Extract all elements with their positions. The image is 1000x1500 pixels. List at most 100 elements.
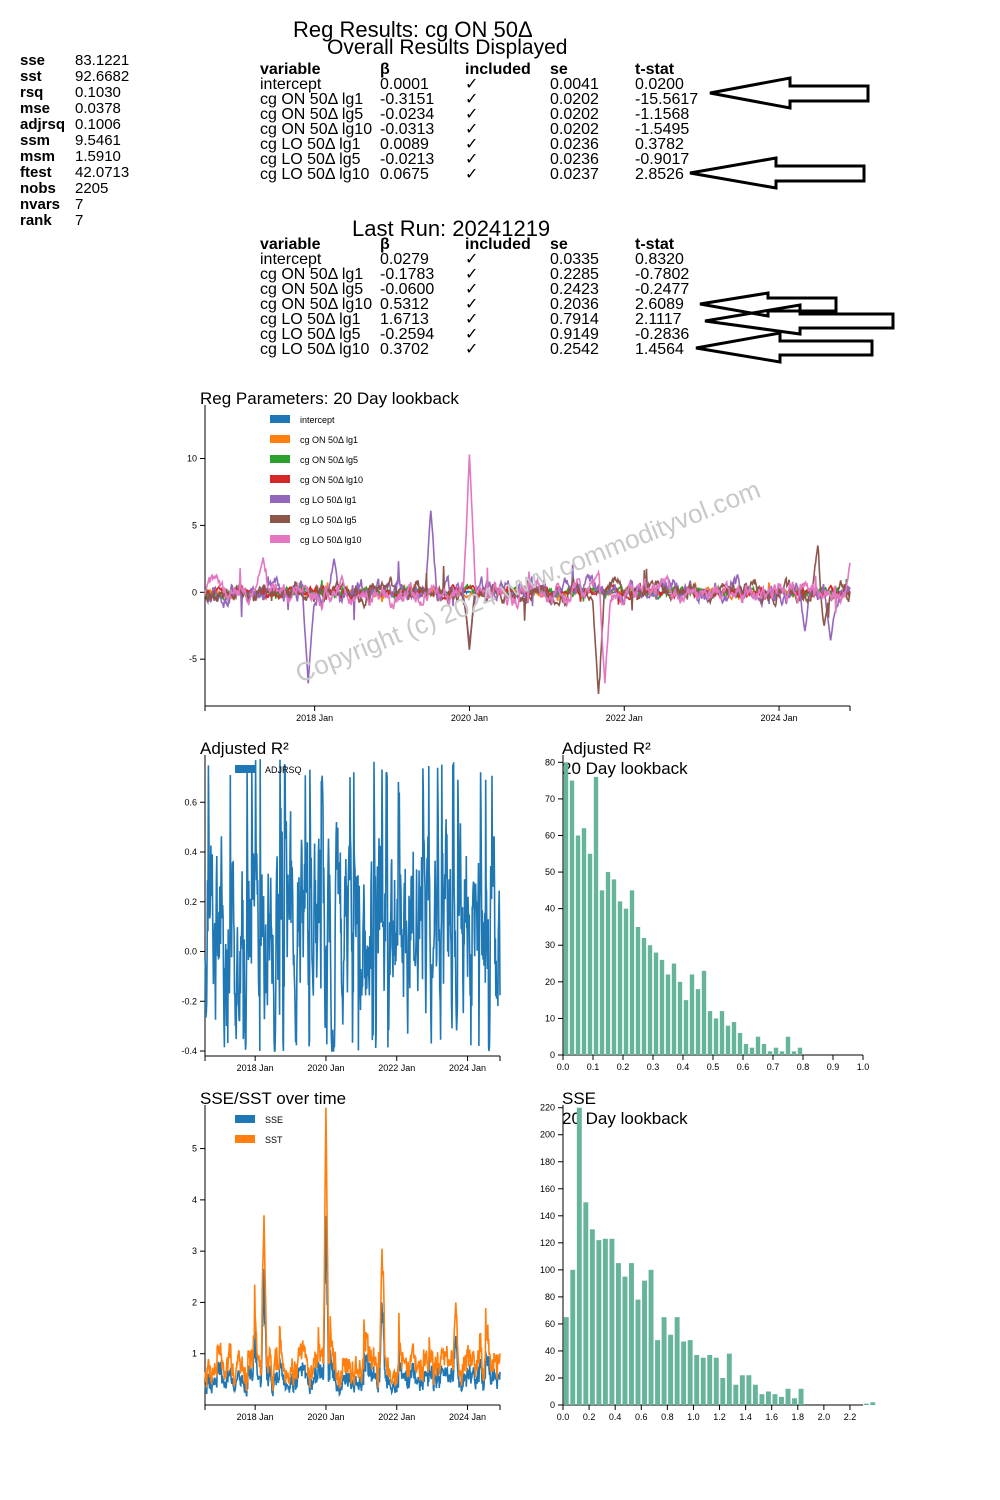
included-cell: ✓ <box>465 266 479 283</box>
y-tick-label: 10 <box>187 454 197 464</box>
y-tick-label: 180 <box>540 1157 555 1167</box>
histogram-bar <box>677 981 683 1055</box>
variable-cell: cg LO 50Δ lg10 <box>260 341 370 358</box>
histogram-bar <box>599 890 605 1055</box>
legend-entry: SST <box>265 1135 283 1145</box>
legend-swatch <box>270 435 290 443</box>
histogram-bar <box>635 1299 641 1405</box>
included-cell: ✓ <box>465 91 479 108</box>
histogram-bar <box>683 1000 689 1055</box>
x-tick-label: 2020 Jan <box>307 1412 344 1422</box>
y-tick-label: 40 <box>545 1346 555 1356</box>
x-tick-label: 0.5 <box>707 1062 720 1072</box>
histogram-bar <box>641 937 647 1055</box>
variable-cell: intercept <box>260 251 322 268</box>
stat-key: sst <box>20 68 42 85</box>
histogram-bar <box>611 879 617 1055</box>
histogram-bar <box>570 1269 576 1405</box>
legend-swatch <box>235 1115 255 1123</box>
stat-value: 9.5461 <box>75 132 121 149</box>
se-cell: 0.0202 <box>550 106 599 123</box>
x-tick-label: 1.0 <box>857 1062 870 1072</box>
x-tick-label: 0.0 <box>557 1412 570 1422</box>
se-cell: 0.0236 <box>550 136 599 153</box>
included-cell: ✓ <box>465 76 479 93</box>
histogram-bar <box>596 1240 602 1405</box>
beta-cell: 0.0089 <box>380 136 429 153</box>
table-row: cg LO 50Δ lg10 0.0675 ✓ 0.0237 2.8526 <box>260 166 715 183</box>
y-tick-label: 0.6 <box>184 797 197 807</box>
se-cell: 0.0335 <box>550 251 599 268</box>
arrow-annotation <box>695 331 874 364</box>
page-title: Reg Results: cg ON 50Δ <box>293 17 533 42</box>
x-tick-label: 1.2 <box>713 1412 726 1422</box>
histogram-bar <box>785 1388 791 1405</box>
x-tick-label: 0.1 <box>587 1062 600 1072</box>
histogram-bar <box>772 1394 778 1405</box>
arrow-annotation <box>689 156 866 190</box>
x-tick-label: 0.2 <box>583 1412 596 1422</box>
y-tick-label: 0.2 <box>184 897 197 907</box>
column-header: t-stat <box>635 236 675 253</box>
chart-subtitle-adjrsq-hist: 20 Day lookback <box>562 759 688 778</box>
legend-swatch <box>270 415 290 423</box>
histogram-bar <box>761 1044 767 1055</box>
legend-swatch <box>270 515 290 523</box>
chart-title-sse-hist: SSE <box>562 1089 597 1108</box>
histogram-bar <box>749 1047 755 1055</box>
table-row: cg LO 50Δ lg10 0.3702 ✓ 0.2542 1.4564 <box>260 341 715 358</box>
beta-cell: -0.2594 <box>380 326 435 343</box>
se-cell: 0.0041 <box>550 76 599 93</box>
column-header: se <box>550 61 568 78</box>
last-run-table: variable β included se t-stat intercept 0.027… <box>260 236 715 358</box>
stat-key: rsq <box>20 84 44 101</box>
histogram-bar <box>623 908 629 1055</box>
stat-value: 1.5910 <box>75 148 121 165</box>
y-tick-label: 30 <box>545 940 555 950</box>
beta-cell: 0.0675 <box>380 166 429 183</box>
stat-key: mse <box>20 100 51 117</box>
histogram-bar <box>674 1317 680 1405</box>
variable-cell: cg LO 50Δ lg1 <box>260 136 361 153</box>
beta-cell: -0.0234 <box>380 106 435 123</box>
histogram-bar <box>653 952 659 1055</box>
stat-row: ssm 9.5461 <box>20 133 129 149</box>
x-tick-label: 1.8 <box>792 1412 805 1422</box>
variable-cell: cg ON 50Δ lg10 <box>260 121 373 138</box>
histogram-bar <box>695 989 701 1055</box>
stat-value: 0.1030 <box>75 84 121 101</box>
histogram-bar <box>870 1402 876 1405</box>
legend-entry: cg ON 50Δ lg10 <box>300 475 363 485</box>
adjrsq-histogram: 0 10 20 30 40 50 60 70 80 0.0 0.1 0.2 0.3 0.4 0.5 0.6 0.… <box>545 755 870 1072</box>
histogram-bar <box>765 1391 771 1405</box>
stat-key: adjrsq <box>20 116 66 133</box>
series-line <box>204 454 851 684</box>
included-cell: ✓ <box>465 136 479 153</box>
table-row: cg LO 50Δ lg5 -0.0213 ✓ 0.0236 -0.9017 <box>260 152 715 168</box>
beta-cell: -0.0313 <box>380 121 435 138</box>
stat-value: 83.1221 <box>75 52 130 69</box>
beta-cell: 0.3702 <box>380 341 429 358</box>
histogram-bar <box>593 776 599 1055</box>
legend-swatch <box>270 535 290 543</box>
stat-row: ftest 42.0713 <box>20 165 129 181</box>
histogram-bar <box>733 1384 739 1405</box>
histogram-bar <box>615 1263 621 1405</box>
column-header: variable <box>260 236 321 253</box>
histogram-bar <box>719 1011 725 1055</box>
histogram-bar <box>707 1355 713 1405</box>
stat-row: sse 83.1221 <box>20 53 129 69</box>
se-cell: 0.9149 <box>550 326 599 343</box>
stat-row: rsq 0.1030 <box>20 85 129 101</box>
table-row: cg ON 50Δ lg5 -0.0234 ✓ 0.0202 -1.1568 <box>260 106 715 123</box>
histogram-bar <box>617 901 623 1055</box>
overall-results-table: variable β included se t-stat intercept 0.000… <box>260 61 715 183</box>
beta-cell: 0.0279 <box>380 251 429 268</box>
y-tick-label: 10 <box>545 1013 555 1023</box>
histogram-bar <box>647 945 653 1055</box>
variable-cell: cg LO 50Δ lg5 <box>260 326 361 343</box>
y-tick-label: 60 <box>545 1319 555 1329</box>
x-tick-label: 2024 Jan <box>761 713 798 723</box>
tstat-cell: -15.5617 <box>635 91 699 108</box>
histogram-bar <box>694 1355 700 1405</box>
